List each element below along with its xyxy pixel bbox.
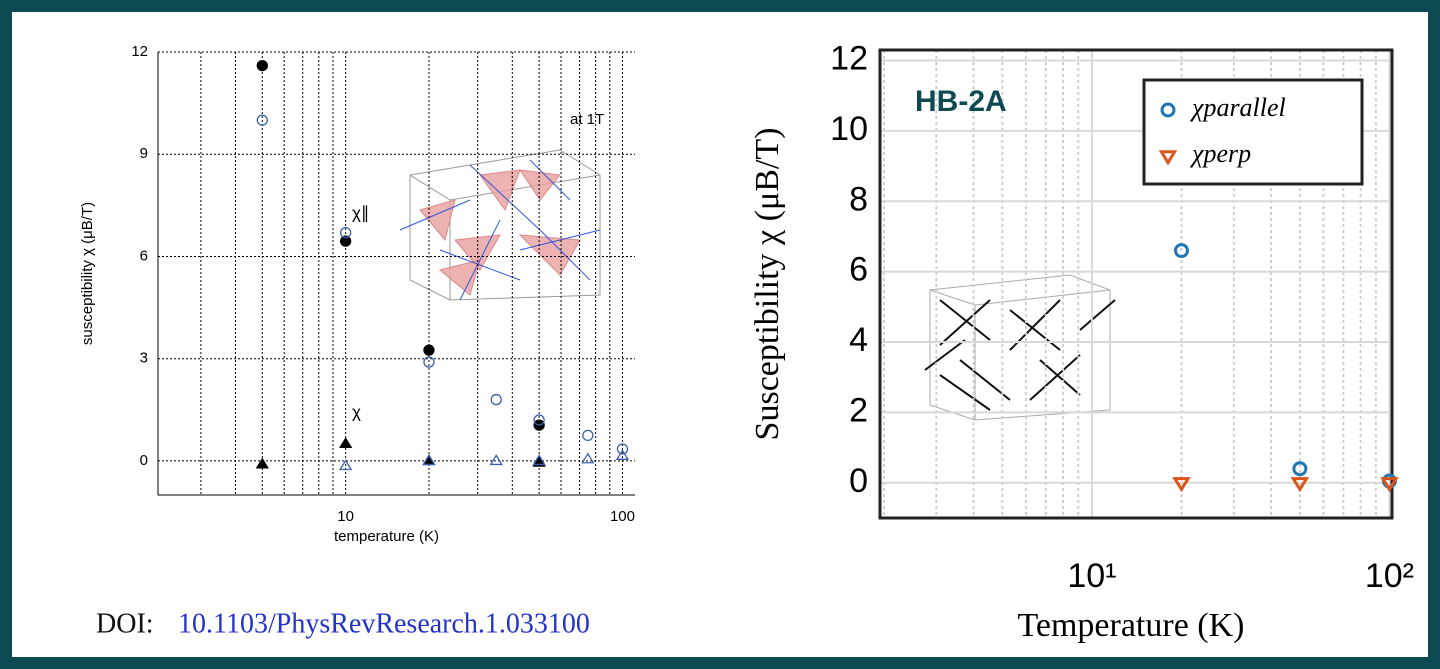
y-axis-label: Susceptibility χ (μB/T) [749,128,786,441]
point [338,459,353,471]
point [616,443,629,455]
doi-link[interactable]: 10.1103/PhysRevResearch.1.033100 [178,608,590,639]
annotation: χ [352,402,361,421]
point [1173,243,1189,259]
point [256,114,268,126]
x-tick-label: 10 [337,508,354,525]
y-tick-label: 12 [131,43,148,60]
point [1292,461,1308,477]
y-tick-label: 3 [140,350,148,367]
point [1290,477,1310,493]
legend-label: χparallel [1189,93,1286,122]
y-tick-label: 9 [140,145,148,162]
doi-prefix: DOI: [96,608,154,639]
y-tick-label: 6 [849,251,868,289]
y-tick-label: 0 [140,452,148,469]
annotation: at 1T [570,111,604,128]
point [1172,477,1191,493]
point [582,429,594,442]
point [489,454,503,466]
x-axis-label: Temperature (K) [1018,607,1245,644]
y-tick-label: 8 [849,180,868,218]
point [423,356,435,368]
x-axis-label: temperature (K) [334,528,439,545]
point [339,226,352,239]
point [581,452,595,464]
point [255,457,269,469]
right-inset [924,274,1116,421]
legend-box [1142,78,1364,186]
y-tick-label: 4 [849,321,868,359]
y-tick-label: 12 [830,40,868,78]
point [339,235,352,247]
point [256,59,268,72]
axes-frame [878,48,1394,520]
x-tick-label: 100 [610,508,635,525]
point [490,393,502,406]
y-tick-label: 2 [849,391,868,429]
point [532,454,546,466]
annotation: χ∥ [352,203,369,222]
point [615,449,630,460]
y-tick-label: 0 [849,462,868,500]
point [423,344,435,356]
legend-marker [1158,150,1178,166]
y-tick-label: 10 [830,110,868,148]
point [1380,477,1399,493]
x-tick-label: 10¹ [1067,557,1116,595]
y-axis-label: susceptibility χ (μB/T) [79,202,96,345]
point [338,437,353,449]
x-tick-label: 10² [1365,557,1414,595]
y-tick-label: 6 [140,247,148,264]
point [533,414,545,426]
point [422,454,436,466]
legend-label: χperp [1189,139,1251,168]
legend-marker [1160,102,1176,118]
annotation: HB-2A [915,85,1007,118]
